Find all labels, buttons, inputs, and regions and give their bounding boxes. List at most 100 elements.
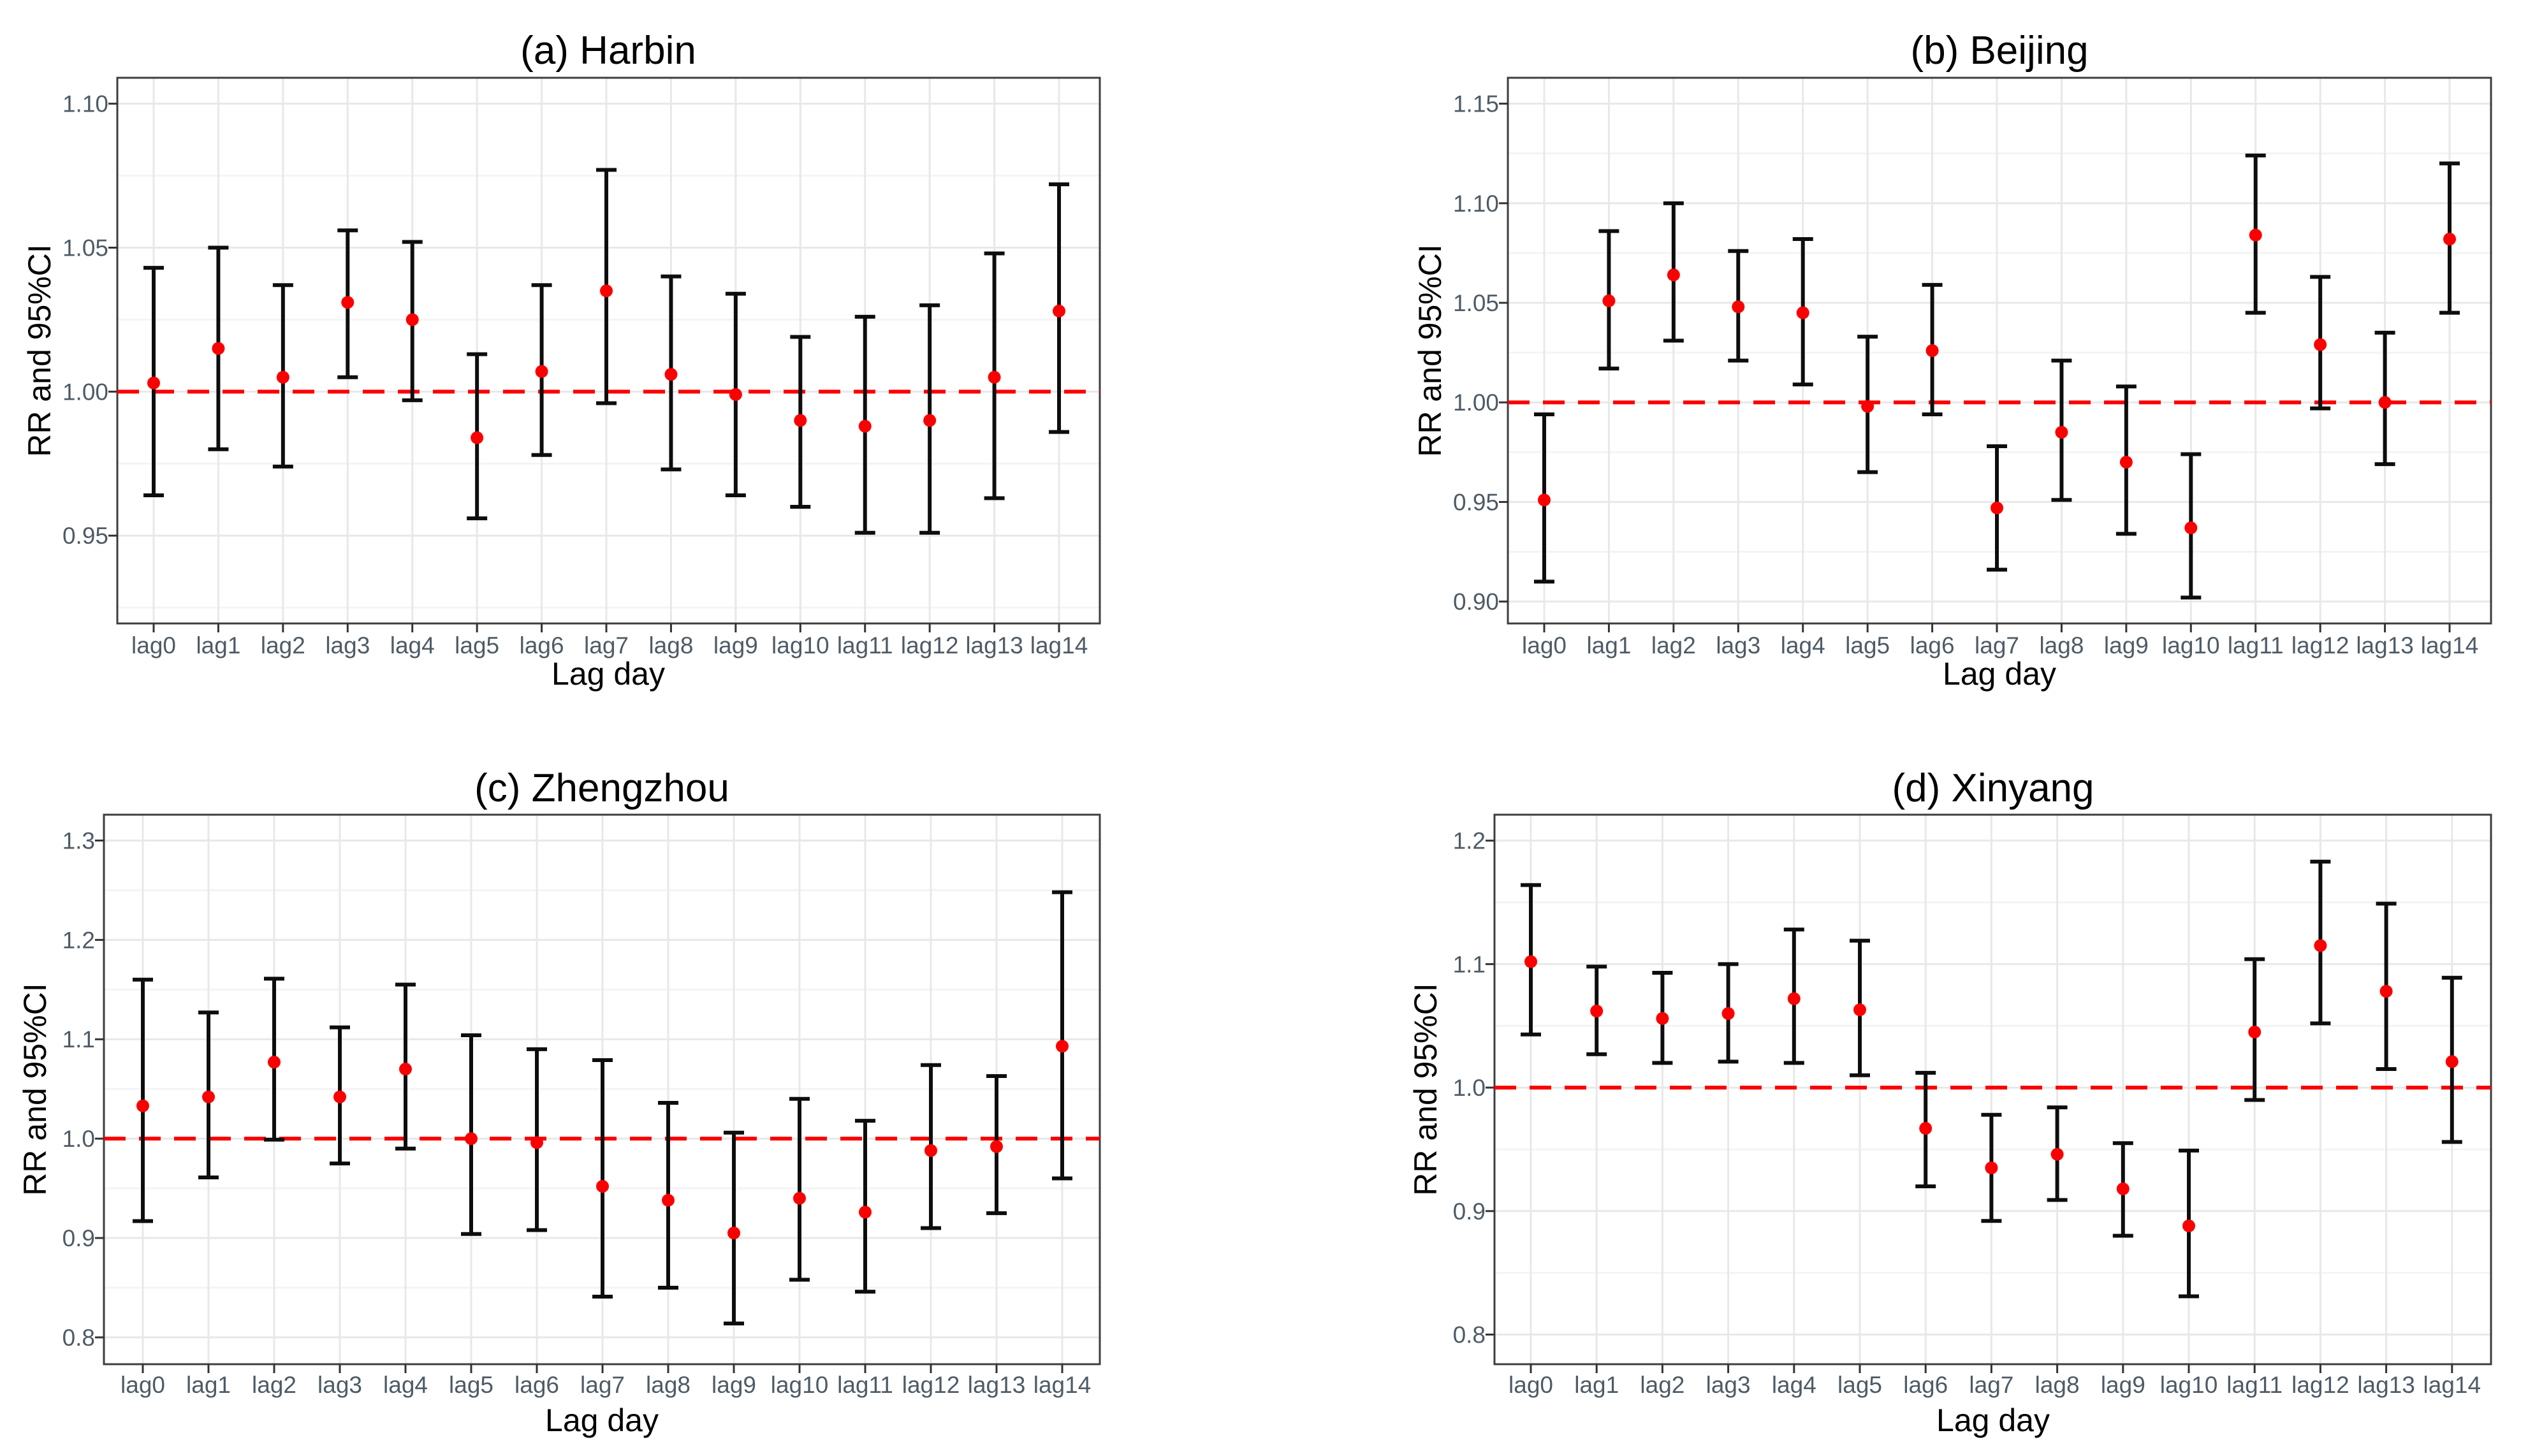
point-lag4 xyxy=(406,313,419,326)
y-tick-label: 1.3 xyxy=(62,827,95,854)
x-tick-label-lag10: lag10 xyxy=(771,632,829,659)
x-tick-label-lag14: lag14 xyxy=(1030,632,1088,659)
y-tick-label: 0.9 xyxy=(1453,1198,1486,1225)
point-lag1 xyxy=(212,342,225,355)
point-lag0 xyxy=(147,376,160,389)
point-lag10 xyxy=(2182,1219,2195,1233)
plot-border xyxy=(116,76,1101,625)
x-tick-label-lag9: lag9 xyxy=(2104,632,2149,659)
panel-plot-xinyang: 0.8 0.9 1.0 1.1 1.2 lag0 lag1 lag2 lag3 lag4 lag5 l… xyxy=(1453,813,2492,1398)
point-lag0 xyxy=(1524,955,1537,968)
x-tick-label-lag1: lag1 xyxy=(1586,632,1631,659)
point-lag10 xyxy=(794,414,807,427)
x-tick-label-lag0: lag0 xyxy=(1522,632,1567,659)
point-lag0 xyxy=(136,1099,149,1112)
y-tick-label: 1.15 xyxy=(1453,91,1499,117)
x-tick-label-lag0: lag0 xyxy=(121,1372,165,1398)
y-axis-title-harbin: RR and 95%CI xyxy=(22,244,57,457)
point-lag3 xyxy=(333,1090,346,1103)
x-tick-label-lag9: lag9 xyxy=(712,1372,756,1398)
point-lag11 xyxy=(859,1205,872,1219)
point-lag9 xyxy=(729,388,742,401)
x-tick-label-lag7: lag7 xyxy=(580,1372,625,1398)
point-lag6 xyxy=(1919,1122,1933,1135)
x-tick-label-lag0: lag0 xyxy=(131,632,176,659)
x-tick-label-lag10: lag10 xyxy=(771,1372,829,1398)
x-tick-label-lag7: lag7 xyxy=(1975,632,2019,659)
point-lag8 xyxy=(662,1193,675,1207)
y-tick-label: 1.05 xyxy=(62,235,108,261)
point-lag13 xyxy=(988,370,1001,384)
panel-plot-harbin: 0.95 1.00 1.05 1.10 lag0 lag1 lag2 lag3 lag4 lag5… xyxy=(62,76,1101,659)
x-tick-label-lag8: lag8 xyxy=(648,632,693,659)
x-tick-label-lag5: lag5 xyxy=(1845,632,1890,659)
point-lag5 xyxy=(465,1132,478,1146)
y-tick-label: 1.1 xyxy=(1453,951,1486,977)
x-tick-label-lag11: lag11 xyxy=(837,632,893,659)
x-tick-label-lag6: lag6 xyxy=(515,1372,559,1398)
point-lag7 xyxy=(1985,1161,1998,1175)
y-tick-label: 1.2 xyxy=(1453,828,1486,854)
x-tick-label-lag3: lag3 xyxy=(325,632,370,659)
point-lag5 xyxy=(1861,400,1874,413)
point-lag2 xyxy=(276,370,289,384)
y-tick-label: 1.05 xyxy=(1453,290,1499,316)
x-tick-label-lag4: lag4 xyxy=(390,632,435,659)
x-tick-label-lag6: lag6 xyxy=(520,632,564,659)
point-lag12 xyxy=(923,414,937,427)
y-tick-label: 1.1 xyxy=(62,1026,95,1052)
point-lag4 xyxy=(1796,306,1809,319)
point-lag12 xyxy=(924,1144,937,1157)
x-tick-label-lag1: lag1 xyxy=(196,632,240,659)
x-tick-label-lag2: lag2 xyxy=(1651,632,1696,659)
point-lag12 xyxy=(2314,338,2327,351)
point-lag3 xyxy=(341,296,354,309)
y-tick-label: 0.9 xyxy=(62,1225,95,1251)
x-tick-label-lag5: lag5 xyxy=(1838,1372,1882,1398)
x-tick-label-lag12: lag12 xyxy=(902,1372,960,1398)
x-tick-label-lag7: lag7 xyxy=(584,632,629,659)
x-axis-title-harbin: Lag day xyxy=(552,656,665,692)
point-lag12 xyxy=(2314,939,2327,952)
y-tick-label: 1.10 xyxy=(1453,191,1499,217)
point-lag9 xyxy=(2119,455,2133,469)
x-tick-label-lag13: lag13 xyxy=(2357,1372,2415,1398)
point-lag11 xyxy=(858,419,872,433)
x-tick-label-lag5: lag5 xyxy=(449,1372,493,1398)
x-tick-label-lag12: lag12 xyxy=(2291,632,2349,659)
x-tick-label-lag4: lag4 xyxy=(383,1372,428,1398)
point-lag4 xyxy=(399,1063,412,1076)
panel-plot-zhengzhou: 0.8 0.9 1.0 1.1 1.2 1.3 lag0 lag1 lag2 lag3 lag4 la… xyxy=(62,813,1101,1398)
x-tick-label-lag3: lag3 xyxy=(1706,1372,1751,1398)
x-tick-label-lag12: lag12 xyxy=(901,632,959,659)
point-lag8 xyxy=(2050,1147,2064,1161)
point-lag7 xyxy=(596,1179,609,1193)
y-tick-label: 1.00 xyxy=(62,379,108,405)
x-tick-label-lag2: lag2 xyxy=(1640,1372,1684,1398)
point-lag1 xyxy=(1590,1004,1604,1017)
y-axis-title-xinyang: RR and 95%CI xyxy=(1408,983,1443,1196)
x-tick-label-lag4: lag4 xyxy=(1781,632,1825,659)
point-lag9 xyxy=(2116,1182,2130,1195)
point-lag8 xyxy=(2055,426,2068,439)
x-axis-title-zhengzhou: Lag day xyxy=(545,1402,659,1438)
panel-title-beijing: (b) Beijing xyxy=(1910,29,2089,73)
point-lag9 xyxy=(727,1227,740,1240)
point-lag7 xyxy=(600,284,613,298)
point-lag5 xyxy=(471,431,484,444)
x-tick-label-lag8: lag8 xyxy=(646,1372,690,1398)
point-lag11 xyxy=(2249,228,2262,242)
point-lag13 xyxy=(990,1140,1003,1153)
point-lag5 xyxy=(1853,1003,1866,1017)
point-lag6 xyxy=(1925,344,1939,357)
x-tick-label-lag14: lag14 xyxy=(2423,1372,2481,1398)
y-tick-label: 1.2 xyxy=(62,927,95,953)
panel-title-harbin: (a) Harbin xyxy=(520,29,696,73)
panel-plot-beijing: 0.90 0.95 1.00 1.05 1.10 1.15 lag0 lag1 lag2 lag3… xyxy=(1453,76,2492,659)
point-lag2 xyxy=(268,1056,281,1069)
y-tick-label: 1.00 xyxy=(1453,389,1499,416)
point-lag14 xyxy=(1056,1040,1069,1053)
x-tick-label-lag12: lag12 xyxy=(2291,1372,2349,1398)
